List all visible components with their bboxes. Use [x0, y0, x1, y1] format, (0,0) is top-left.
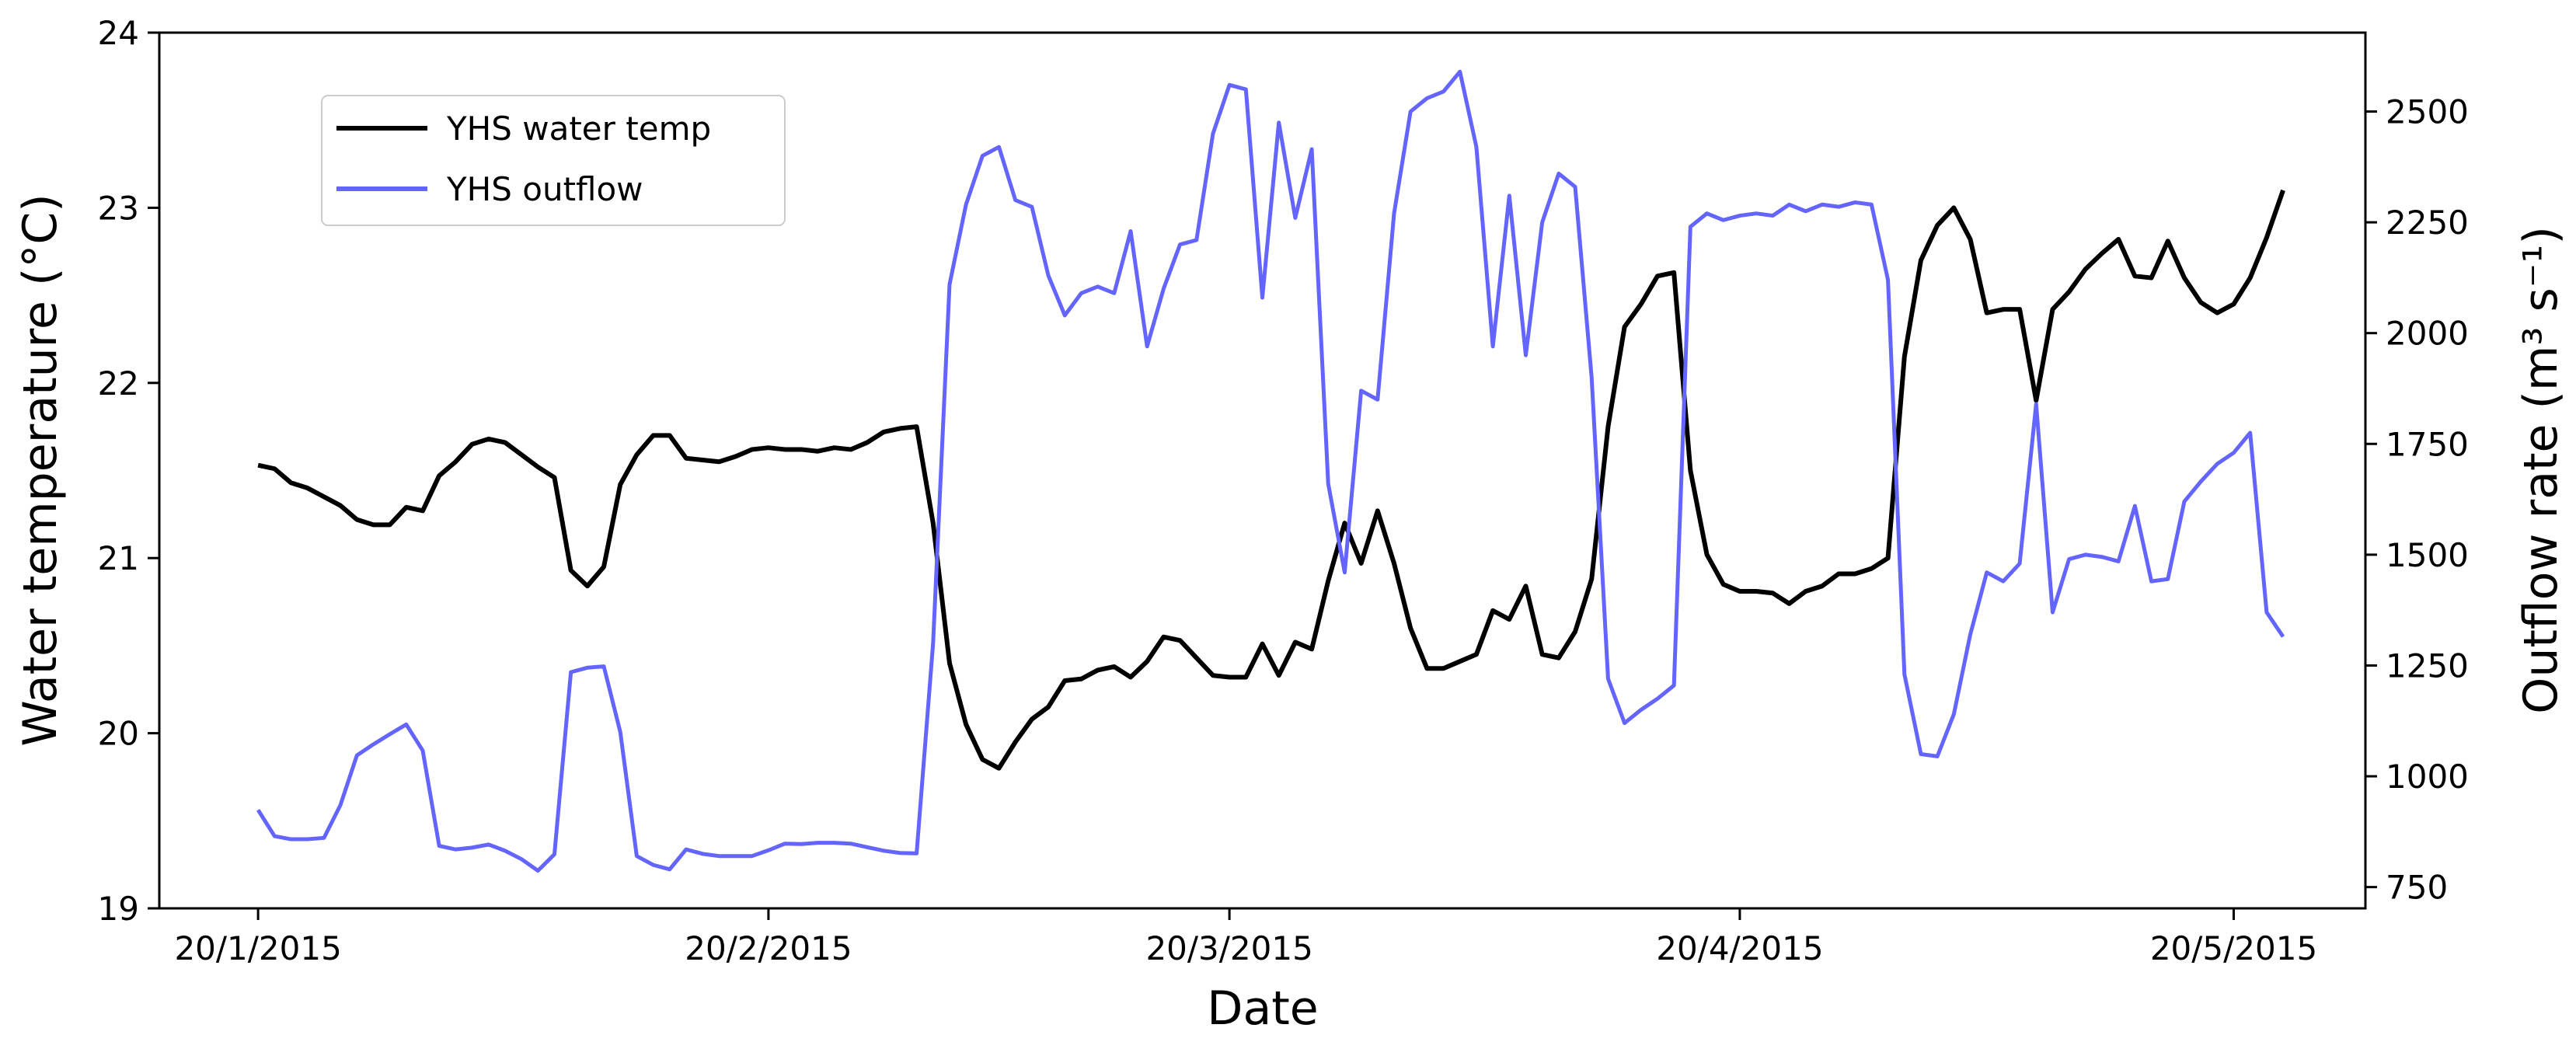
x-tick-label: 20/3/2015	[1145, 929, 1312, 967]
data-line	[257, 189, 2285, 771]
y-tick-label: 23	[98, 189, 139, 227]
legend-label: YHS outflow	[446, 170, 643, 208]
x-tick-label: 20/4/2015	[1656, 929, 1823, 967]
x-tick-label: 20/5/2015	[2150, 929, 2317, 967]
y-tick-label: 19	[98, 890, 139, 928]
y2-tick-label: 1250	[2386, 646, 2469, 685]
legend-frame	[321, 95, 786, 226]
y-tick-label: 22	[98, 364, 139, 403]
y2-tick-label: 1500	[2386, 536, 2469, 574]
y-tick-label: 24	[98, 14, 139, 52]
y2-tick-label: 2000	[2386, 315, 2469, 353]
plot-frame	[158, 31, 2367, 910]
x-axis-label: Date	[1207, 981, 1318, 1036]
y2-tick-label: 1000	[2386, 758, 2469, 796]
y-axis-label: Water temperature (°C)	[13, 193, 68, 746]
y2-tick-label: 2500	[2386, 93, 2469, 131]
y-tick-label: 20	[98, 715, 139, 753]
y2-axis-label: Outflow rate (m³ s⁻¹)	[2514, 226, 2568, 714]
x-tick-label: 20/1/2015	[174, 929, 341, 967]
y-tick-label: 21	[98, 539, 139, 577]
y2-tick-label: 750	[2386, 869, 2448, 907]
data-line	[256, 69, 2285, 873]
legend: YHS water temp YHS outflow	[321, 95, 786, 226]
y2-tick-label: 2250	[2386, 204, 2469, 242]
y2-tick-label: 1750	[2386, 425, 2469, 463]
legend-label: YHS water temp	[446, 110, 711, 148]
x-tick-label: 20/2/2015	[685, 929, 852, 967]
